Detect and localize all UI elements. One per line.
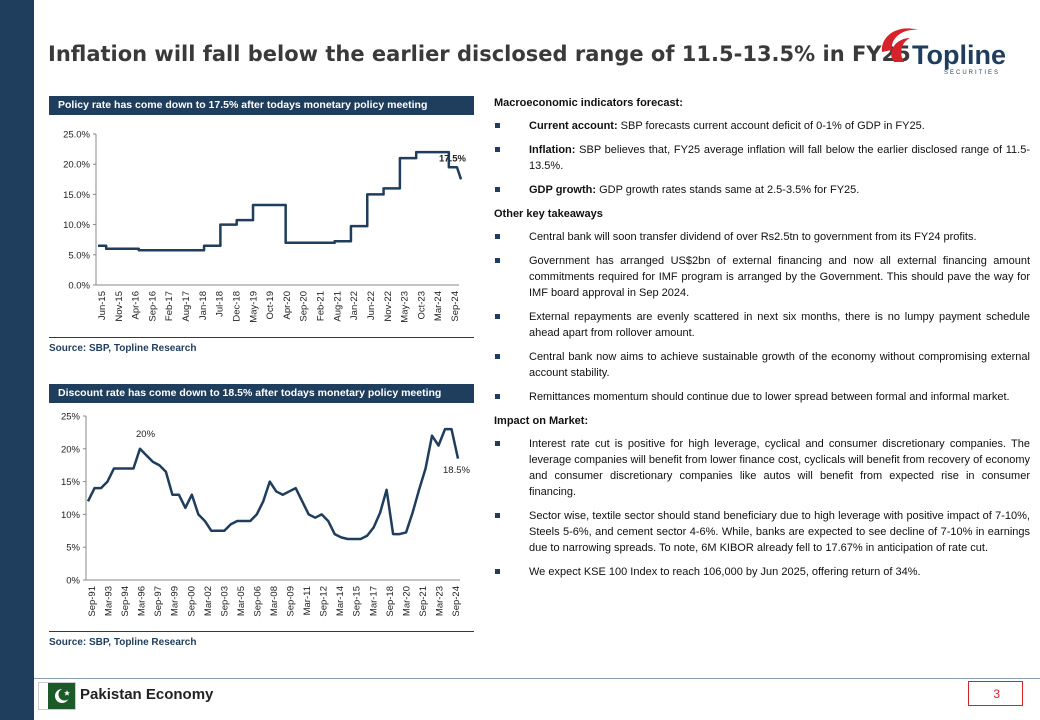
x-tick-label: Sep-09 bbox=[286, 586, 297, 617]
y-tick-label: 5.0% bbox=[68, 250, 90, 261]
x-tick-label: Sep-06 bbox=[252, 586, 263, 617]
x-tick-label: Mar-11 bbox=[302, 586, 313, 615]
x-tick-label: Sep-24 bbox=[450, 291, 461, 322]
impact-list: Interest rate cut is positive for high l… bbox=[494, 436, 1030, 580]
x-tick-label: Sep-16 bbox=[147, 291, 158, 322]
macro-heading: Macroeconomic indicators forecast: bbox=[494, 97, 683, 109]
x-tick-label: Oct-23 bbox=[416, 291, 427, 320]
y-tick-label: 25% bbox=[61, 412, 81, 423]
logo-subtitle: SECURITIES bbox=[944, 70, 1000, 76]
y-tick-label: 5% bbox=[66, 543, 80, 554]
y-tick-label: 10% bbox=[61, 510, 81, 521]
macro-item: Inflation: SBP believes that, FY25 avera… bbox=[494, 142, 1030, 174]
x-tick-label: Dec-18 bbox=[231, 291, 242, 322]
x-tick-label: Mar-96 bbox=[137, 586, 148, 616]
x-tick-label: Apr-20 bbox=[282, 291, 293, 320]
x-tick-label: Sep-91 bbox=[87, 586, 98, 617]
footer-label: Pakistan Economy bbox=[80, 686, 214, 703]
macro-list: Current account: SBP forecasts current a… bbox=[494, 118, 1030, 198]
chart1-header: Policy rate has come down to 17.5% after… bbox=[49, 96, 474, 115]
x-tick-label: Sep-97 bbox=[153, 586, 164, 617]
x-tick-label: Sep-18 bbox=[385, 586, 396, 617]
takeaways-heading: Other key takeaways bbox=[494, 208, 603, 220]
end-value-label: 17.5% bbox=[439, 153, 466, 164]
x-tick-label: Jun-22 bbox=[366, 291, 377, 320]
x-tick-label: Mar-23 bbox=[434, 586, 445, 616]
chart2-frame: 0% 5% 10% 15% 20% 25% Sep-91 Mar-93 Sep-94 Mar-96… bbox=[49, 403, 474, 632]
x-tick-label: Jun-15 bbox=[97, 291, 108, 320]
impact-item: Interest rate cut is positive for high l… bbox=[494, 436, 1030, 500]
x-tick-label: Sep-24 bbox=[451, 586, 462, 617]
page-number: 3 bbox=[968, 681, 1023, 706]
macro-item: Current account: SBP forecasts current a… bbox=[494, 118, 1030, 134]
pakistan-flag-icon bbox=[38, 682, 76, 710]
rate-series-line bbox=[86, 427, 460, 541]
x-tick-label: Sep-03 bbox=[219, 586, 230, 617]
y-tick-label: 15% bbox=[61, 477, 81, 488]
policy-rate-chart: 0.0% 5.0% 10.0% 15.0% 20.0% 25.0% Jun-15 Nov-15… bbox=[63, 130, 466, 323]
x-tick-label: May-23 bbox=[400, 291, 411, 323]
chart1-source: Source: SBP, Topline Research bbox=[49, 343, 197, 354]
x-tick-label: Sep-94 bbox=[120, 586, 131, 617]
x-tick-label: Nov-22 bbox=[383, 291, 394, 322]
x-tick-label: Mar-17 bbox=[368, 586, 379, 616]
end-value-label: 18.5% bbox=[443, 465, 470, 476]
x-tick-label: Sep-00 bbox=[186, 586, 197, 617]
x-tick-label: Sep-21 bbox=[418, 586, 429, 617]
y-tick-label: 20.0% bbox=[63, 160, 90, 171]
x-tick-label: Mar-08 bbox=[269, 586, 280, 616]
chart1-frame: 0.0% 5.0% 10.0% 15.0% 20.0% 25.0% Jun-15 Nov-15… bbox=[49, 115, 474, 338]
macro-item: GDP growth: GDP growth rates stands same… bbox=[494, 182, 1030, 198]
y-tick-label: 0.0% bbox=[68, 281, 90, 292]
x-tick-label: Feb-21 bbox=[316, 291, 327, 321]
x-tick-label: Mar-99 bbox=[170, 586, 181, 616]
x-tick-label: Sep-12 bbox=[319, 586, 330, 617]
x-tick-label: Apr-16 bbox=[131, 291, 142, 320]
x-tick-label: May-19 bbox=[248, 291, 259, 323]
impact-heading: Impact on Market: bbox=[494, 415, 589, 427]
impact-item: Sector wise, textile sector should stand… bbox=[494, 508, 1030, 556]
x-tick-label: Oct-19 bbox=[265, 291, 276, 320]
x-tick-label: Aug-17 bbox=[181, 291, 192, 322]
y-tick-label: 15.0% bbox=[63, 190, 90, 201]
x-tick-label: Mar-93 bbox=[104, 586, 115, 616]
x-tick-label: Jan-22 bbox=[349, 291, 360, 320]
page-title: Inflation will fall below the earlier di… bbox=[48, 42, 911, 66]
logo-wordmark: Topline bbox=[912, 40, 1006, 70]
takeaway-item: External repayments are evenly scattered… bbox=[494, 309, 1030, 341]
x-tick-label: Mar-02 bbox=[203, 586, 214, 616]
takeaway-item: Government has arranged US$2bn of extern… bbox=[494, 253, 1030, 301]
x-tick-label: Sep-20 bbox=[299, 291, 310, 322]
takeaway-item: Remittances momentum should continue due… bbox=[494, 389, 1030, 405]
chart2-header: Discount rate has come down to 18.5% aft… bbox=[49, 384, 474, 403]
x-tick-label: Feb-17 bbox=[164, 291, 175, 321]
y-tick-label: 0% bbox=[66, 576, 80, 587]
topline-logo: Topline SECURITIES bbox=[881, 28, 1006, 76]
x-tick-label: Mar-24 bbox=[433, 291, 444, 321]
chart2-source: Source: SBP, Topline Research bbox=[49, 637, 197, 648]
rate-series-line bbox=[98, 150, 463, 252]
y-tick-label: 10.0% bbox=[63, 220, 90, 231]
x-tick-label: Sep-15 bbox=[352, 586, 363, 617]
discount-rate-chart: 0% 5% 10% 15% 20% 25% Sep-91 Mar-93 Sep-94 Mar-96… bbox=[61, 412, 471, 617]
x-tick-label: Jul-18 bbox=[215, 291, 226, 317]
impact-item: We expect KSE 100 Index to reach 106,000… bbox=[494, 564, 1030, 580]
x-tick-label: Aug-21 bbox=[332, 291, 343, 322]
x-tick-label: Mar-05 bbox=[236, 586, 247, 616]
footer-divider bbox=[34, 678, 1040, 679]
left-sidebar-band bbox=[0, 0, 34, 720]
peak-value-label: 20% bbox=[136, 429, 156, 440]
x-tick-label: Jan-18 bbox=[198, 291, 209, 320]
x-tick-label: Mar-14 bbox=[335, 586, 346, 616]
takeaway-item: Central bank now aims to achieve sustain… bbox=[494, 349, 1030, 381]
y-tick-label: 25.0% bbox=[63, 130, 90, 141]
takeaways-list: Central bank will soon transfer dividend… bbox=[494, 229, 1030, 405]
x-tick-label: Nov-15 bbox=[114, 291, 125, 322]
takeaway-item: Central bank will soon transfer dividend… bbox=[494, 229, 1030, 245]
x-tick-label: Mar-20 bbox=[401, 586, 412, 616]
commentary-panel: Macroeconomic indicators forecast: Curre… bbox=[494, 95, 1030, 588]
y-tick-label: 20% bbox=[61, 444, 81, 455]
